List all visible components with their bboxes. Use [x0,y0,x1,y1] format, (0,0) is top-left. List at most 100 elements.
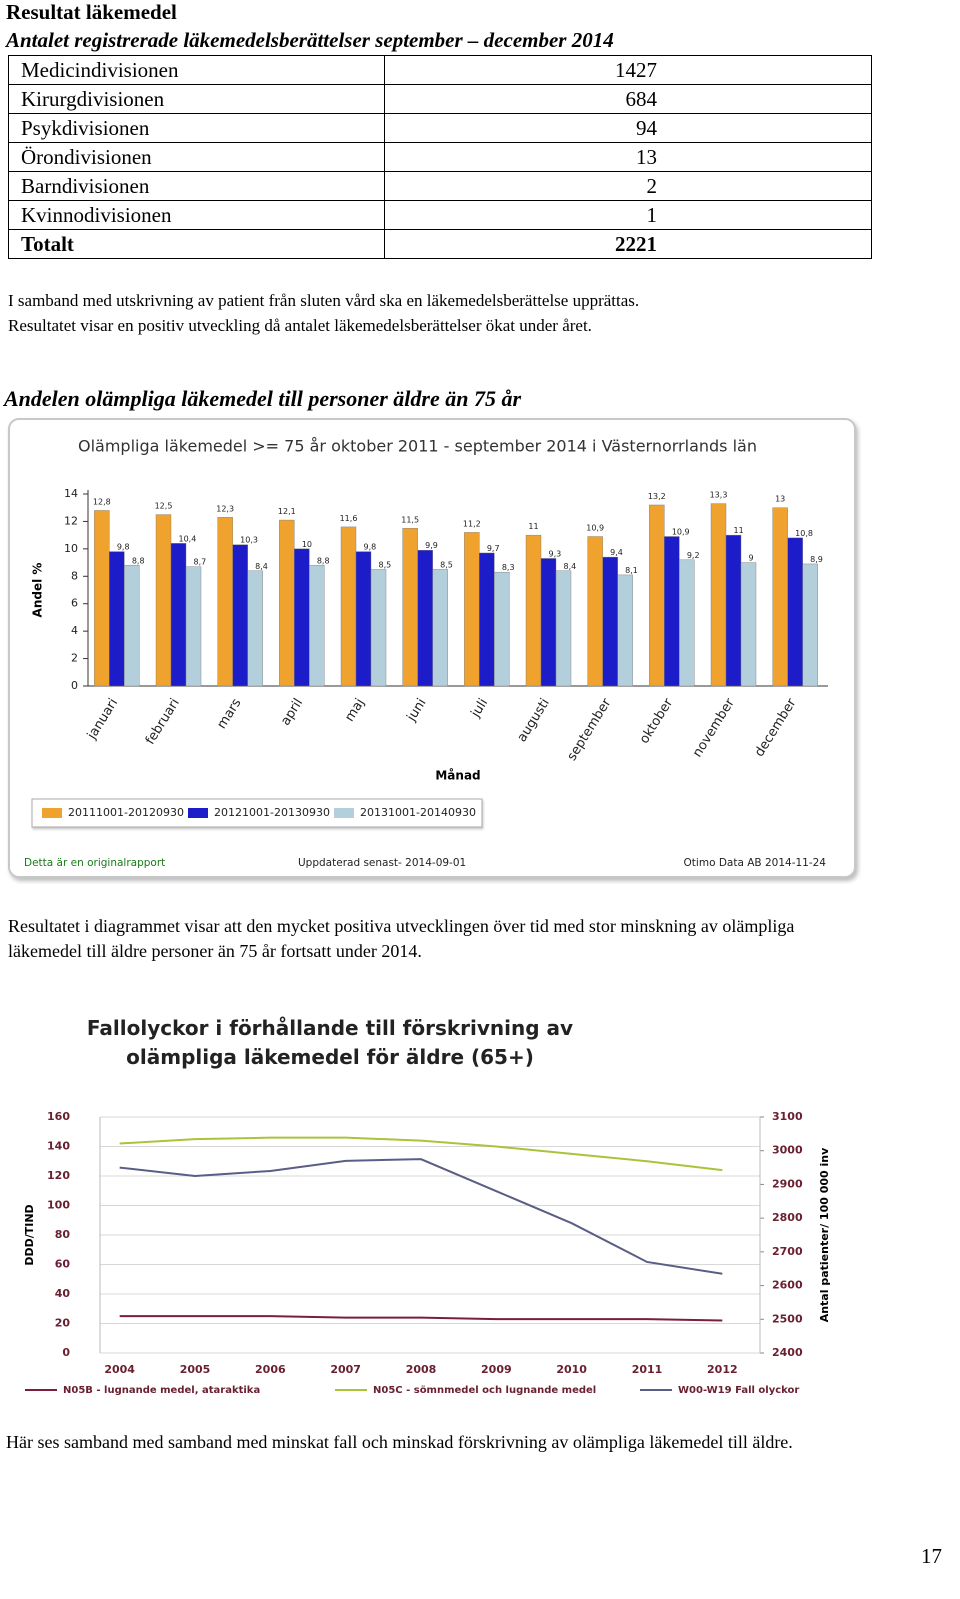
table-row: Medicindivisionen 1427 [8,55,872,85]
value-label: 8,4 [564,562,577,571]
bar [309,565,325,687]
legend-box [31,798,483,828]
value-label: 12,8 [93,497,111,506]
bar [402,528,418,687]
y-tick-label: 0 [71,679,78,692]
bar [155,514,172,687]
cell-label: Medicindivisionen [8,55,385,85]
y-axis-label: Andel % [31,563,45,618]
cell-value: 2221 [384,229,872,259]
y2-tick-label: 3100 [772,1110,803,1123]
value-label: 9,9 [425,541,438,550]
series-line [119,1136,723,1172]
chart-title: Olämpliga läkemedel >= 75 år oktober 201… [78,437,757,456]
bar [464,532,480,687]
value-label: 10 [302,540,312,549]
y-tick-label: 120 [47,1169,70,1182]
y2-tick-label: 2600 [772,1279,803,1292]
table: Medicindivisionen 1427 Kirurgdivisionen 684… [8,55,872,259]
bar [725,534,742,687]
legend-label: 20131001-20140930 [360,806,476,819]
bar [94,510,110,687]
value-label: 8,8 [317,556,330,565]
y-tick-label: 10 [64,542,78,555]
cell-label: Örondivisionen [8,142,385,172]
cell-label: Kvinnodivisionen [8,200,385,230]
legend-label: 20111001-20120930 [68,806,184,819]
cell-value: 684 [384,84,872,114]
cell-label: Psykdivisionen [8,113,385,143]
x-tick-label: 2004 [104,1363,135,1376]
value-label: 8,8 [132,556,145,565]
x-tick-label: 2005 [180,1363,211,1376]
x-tick-label: 2010 [556,1363,587,1376]
value-label: 8,7 [194,558,207,567]
value-label: 8,3 [502,563,515,572]
page-number: 17 [921,1544,942,1568]
table-row: Totalt 2221 [8,229,872,259]
bar [355,551,372,687]
bar [740,562,757,687]
table-row: Kirurgdivisionen 684 [8,84,872,114]
value-label: 13,3 [710,491,728,500]
bar [232,544,248,687]
value-label: 12,1 [278,507,296,516]
bar [109,551,125,687]
value-label: 10,3 [240,536,258,545]
series-line [119,1315,723,1322]
bar [340,526,357,687]
y2-tick-label: 3000 [772,1144,803,1157]
y-tick-label: 160 [47,1110,70,1123]
paragraph: Här ses samband med samband med minskat … [6,1432,793,1452]
y-tick-label: 8 [71,569,78,582]
y-tick-label: 12 [64,514,78,527]
value-label: 9 [749,554,754,563]
bar [185,566,202,687]
value-label: 10,9 [672,528,690,537]
paragraph: Resultatet i diagrammet visar att den my… [8,916,795,961]
value-label: 11,6 [340,514,358,523]
legend-label: 20121001-20130930 [214,806,330,819]
y2-tick-label: 2800 [772,1211,803,1224]
value-label: 10,8 [795,529,813,538]
cell-value: 1 [384,200,872,230]
bar [587,536,603,687]
value-label: 9,8 [364,543,377,552]
legend-label: W00-W19 Fall olyckor [678,1385,799,1396]
y2-tick-label: 2400 [772,1346,803,1359]
series-line [119,1158,723,1275]
heading: Resultat läkemedel [6,0,177,24]
x-tick-label: 2007 [330,1363,361,1376]
y-tick-label: 14 [64,487,78,500]
bar [710,503,727,687]
bar [540,558,557,687]
bar [772,507,788,687]
value-label: 9,8 [117,543,130,552]
value-label: 8,5 [379,560,392,569]
value-label: 11 [528,522,538,531]
table-row: Psykdivisionen 94 [8,113,872,143]
y-tick-label: 2 [71,652,78,665]
section-heading: Andelen olämpliga läkemedel till persone… [4,386,521,411]
x-tick-label: 2011 [632,1363,663,1376]
y2-tick-label: 2500 [772,1312,803,1325]
value-label: 10,9 [586,524,604,533]
value-label: 8,4 [255,562,268,571]
bar [617,574,633,687]
chart-line: 0 20 40 60 80 100 120 140 160 2400 2500 2600 2700 280… [23,1110,831,1396]
y-tick-label: 6 [71,597,78,610]
value-label: 13 [775,495,785,504]
table-row: Kvinnodivisionen 1 [8,200,872,230]
cell-value: 2 [384,171,872,201]
y-tick-label: 0 [62,1346,70,1359]
bar [432,569,448,687]
bar [294,548,310,687]
subheading: Antalet registrerade läkemedelsberättels… [6,28,614,52]
cell-label: Totalt [8,229,385,259]
value-label: 12,3 [216,504,234,513]
bar [679,559,695,687]
legend-label: N05B - lugnande medel, ataraktika [63,1385,260,1396]
paragraph-line: I samband med utskrivning av patient frå… [8,291,640,310]
bar [802,563,818,687]
bar [479,552,495,687]
